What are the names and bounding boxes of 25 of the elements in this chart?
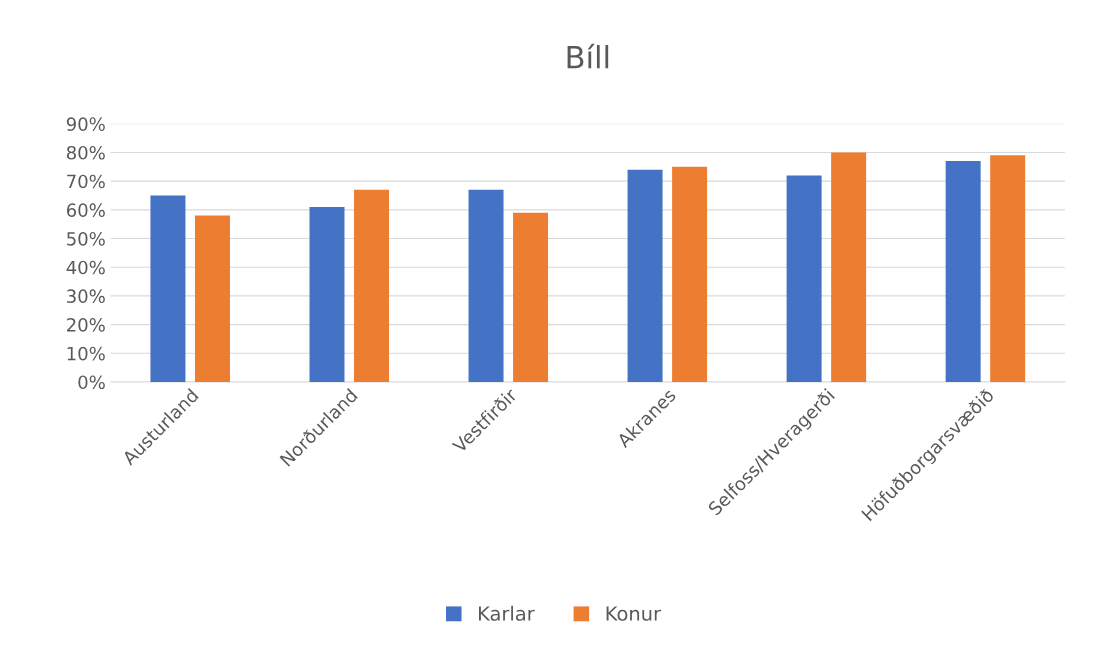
bar [150, 195, 186, 382]
legend-label: Karlar [478, 605, 535, 621]
bar [945, 161, 981, 382]
y-tick-label: 20% [67, 318, 105, 332]
bar [309, 206, 345, 382]
y-tick-label: 80% [66, 145, 105, 160]
y-tick-label: 70% [67, 174, 105, 189]
y-tick-label: 10% [67, 346, 105, 361]
bar [468, 189, 504, 382]
legend-label: Konur [606, 606, 662, 621]
bar [831, 152, 867, 382]
y-tick-label: 0% [78, 375, 105, 390]
y-tick-label: 90% [66, 117, 105, 131]
bar [990, 155, 1026, 382]
y-tick-label: 30% [67, 289, 105, 304]
bar [786, 175, 822, 382]
y-tick-label: 60% [66, 203, 105, 217]
chart-title: Bíll [567, 43, 609, 69]
y-tick-label: 50% [67, 232, 105, 246]
bar [354, 189, 390, 382]
bar [627, 169, 663, 382]
bar [194, 215, 230, 382]
y-tick-label: 40% [66, 260, 105, 275]
bar [513, 212, 549, 382]
bar [672, 166, 708, 382]
